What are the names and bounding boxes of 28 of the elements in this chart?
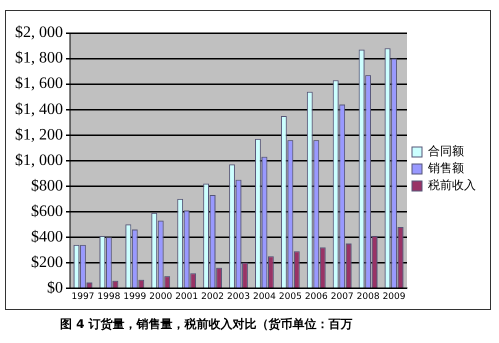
x-tick-label: 2005 — [278, 292, 302, 302]
y-tick-label: $0 — [47, 279, 63, 296]
y-tick-label: $1, 200 — [15, 126, 63, 144]
y-tick-label: $800 — [31, 177, 63, 194]
legend-label: 销售额 — [427, 161, 464, 176]
x-tick-label: 1998 — [97, 292, 121, 302]
x-tick-label: 2003 — [227, 292, 250, 302]
y-tick-label: $2, 000 — [15, 24, 63, 42]
x-tick-label: 1997 — [72, 292, 94, 302]
y-tick-label: $1, 800 — [15, 50, 63, 67]
y-tick-label: $400 — [31, 228, 63, 246]
x-tick-label: 2008 — [356, 292, 380, 302]
legend-label: 税前收入 — [428, 178, 476, 192]
y-tick-label: $1, 400 — [15, 100, 63, 118]
x-tick-label: 2000 — [149, 292, 172, 302]
x-tick-label: 2009 — [382, 292, 406, 302]
y-tick-label: $600 — [31, 202, 63, 220]
y-tick-label: $200 — [31, 254, 63, 271]
y-tick-label: $1, 000 — [15, 152, 63, 169]
x-tick-label: 1999 — [123, 292, 147, 302]
legend-label: 合同额 — [428, 144, 464, 158]
x-tick-label: 2007 — [330, 292, 354, 302]
x-tick-label: 2002 — [201, 292, 224, 302]
x-tick-label: 2006 — [304, 292, 328, 302]
x-tick-label: 2001 — [175, 292, 198, 302]
caption: 图 4 订货量，销售量，税前收入对比（货币单位：百万 — [60, 316, 353, 333]
x-tick-label: 2004 — [252, 292, 276, 302]
y-tick-label: $1, 600 — [15, 75, 63, 92]
